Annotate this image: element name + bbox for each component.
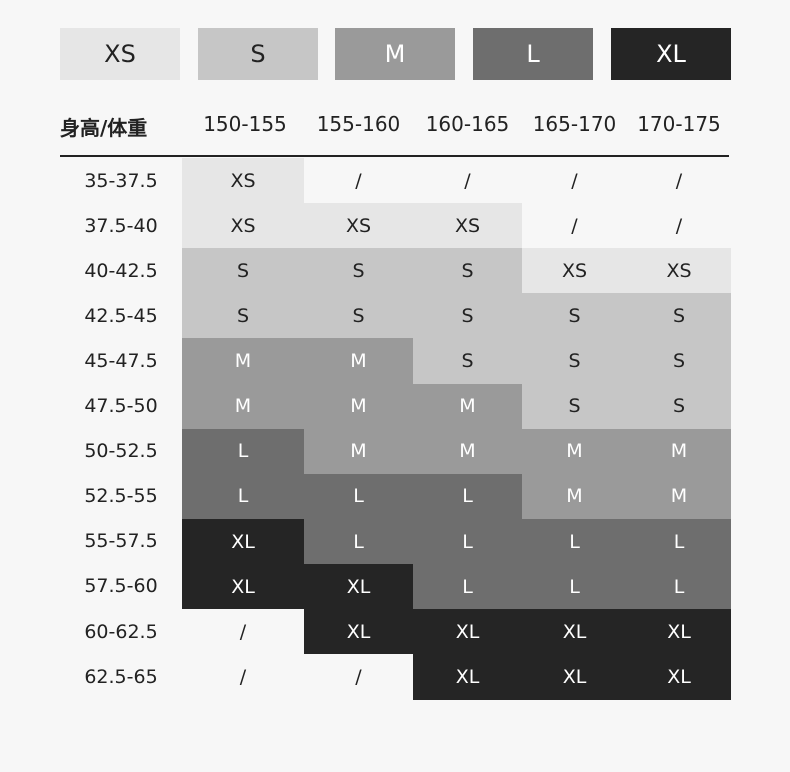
size-cell: XL — [627, 609, 731, 655]
weight-row-label: 47.5-50 — [84, 395, 158, 417]
size-cell: XL — [413, 654, 522, 700]
weight-row-label: 42.5-45 — [84, 304, 158, 327]
size-cell: M — [627, 473, 731, 520]
size-cell: S — [413, 293, 522, 339]
size-cell: S — [522, 383, 627, 429]
size-cell: S — [522, 338, 627, 384]
weight-row-label: 40-42.5 — [84, 259, 158, 282]
legend-xl: XL — [611, 28, 731, 80]
height-column-header: 155-160 — [316, 112, 401, 136]
size-cell: XL — [304, 609, 413, 655]
size-cell: S — [413, 248, 522, 294]
size-cell: XS — [627, 248, 731, 294]
size-cell: L — [413, 563, 522, 610]
weight-row-label: 45-47.5 — [84, 349, 158, 372]
legend-l: L — [473, 28, 593, 80]
size-cell: L — [627, 518, 731, 565]
size-cell: S — [627, 293, 731, 339]
size-cell: S — [627, 338, 731, 384]
size-cell: / — [304, 158, 413, 204]
size-cell: L — [413, 473, 522, 520]
size-cell: M — [522, 428, 627, 475]
size-cell: XL — [182, 518, 304, 565]
weight-row-label: 60-62.5 — [84, 620, 158, 643]
height-column-header: 160-165 — [425, 112, 510, 136]
weight-row-label: 37.5-40 — [84, 214, 158, 237]
size-cell: L — [413, 518, 522, 565]
size-cell: / — [522, 203, 627, 249]
size-cell: M — [304, 428, 413, 475]
height-column-header: 170-175 — [637, 112, 721, 136]
size-cell: S — [304, 293, 413, 339]
size-cell: XL — [413, 609, 522, 655]
size-cell: XL — [182, 563, 304, 610]
size-cell: / — [182, 609, 304, 655]
weight-row-label: 50-52.5 — [84, 440, 158, 463]
size-cell: / — [627, 158, 731, 204]
weight-row-label: 52.5-55 — [84, 485, 158, 508]
size-cell: / — [627, 203, 731, 249]
weight-row-label: 62.5-65 — [84, 665, 158, 688]
size-cell: / — [522, 158, 627, 204]
size-cell: XS — [304, 203, 413, 249]
size-cell: M — [413, 383, 522, 429]
size-cell: XL — [522, 609, 627, 655]
size-cell: S — [522, 293, 627, 339]
size-cell: M — [304, 338, 413, 384]
size-cell: XS — [182, 158, 304, 204]
header-divider — [60, 155, 729, 157]
size-cell: M — [627, 428, 731, 475]
size-cell: L — [304, 473, 413, 520]
size-cell: S — [182, 293, 304, 339]
height-column-header: 165-170 — [532, 112, 617, 136]
legend-m: M — [335, 28, 455, 80]
size-cell: M — [304, 383, 413, 429]
weight-row-label: 55-57.5 — [84, 530, 158, 553]
size-cell: XL — [304, 563, 413, 610]
corner-header: 身高/体重 — [60, 116, 148, 140]
height-column-header: 150-155 — [203, 112, 287, 136]
size-cell: L — [304, 518, 413, 565]
size-cell: XS — [522, 248, 627, 294]
size-cell: L — [182, 473, 304, 520]
size-cell: M — [522, 473, 627, 520]
legend-xs: XS — [60, 28, 180, 80]
size-cell: S — [413, 338, 522, 384]
size-cell: M — [182, 338, 304, 384]
legend-s: S — [198, 28, 318, 80]
weight-row-label: 57.5-60 — [84, 575, 158, 598]
size-cell: / — [182, 654, 304, 700]
size-cell: L — [182, 428, 304, 475]
size-cell: M — [413, 428, 522, 475]
size-cell: / — [413, 158, 522, 204]
weight-row-label: 35-37.5 — [84, 169, 158, 192]
size-cell: XL — [627, 654, 731, 700]
size-cell: S — [627, 383, 731, 429]
size-cell: XS — [182, 203, 304, 249]
size-cell: XS — [413, 203, 522, 249]
size-cell: S — [304, 248, 413, 294]
size-cell: L — [522, 518, 627, 565]
size-cell: / — [304, 654, 413, 700]
size-cell: L — [627, 563, 731, 610]
size-cell: M — [182, 383, 304, 429]
size-cell: S — [182, 248, 304, 294]
size-cell: L — [522, 563, 627, 610]
size-cell: XL — [522, 654, 627, 700]
